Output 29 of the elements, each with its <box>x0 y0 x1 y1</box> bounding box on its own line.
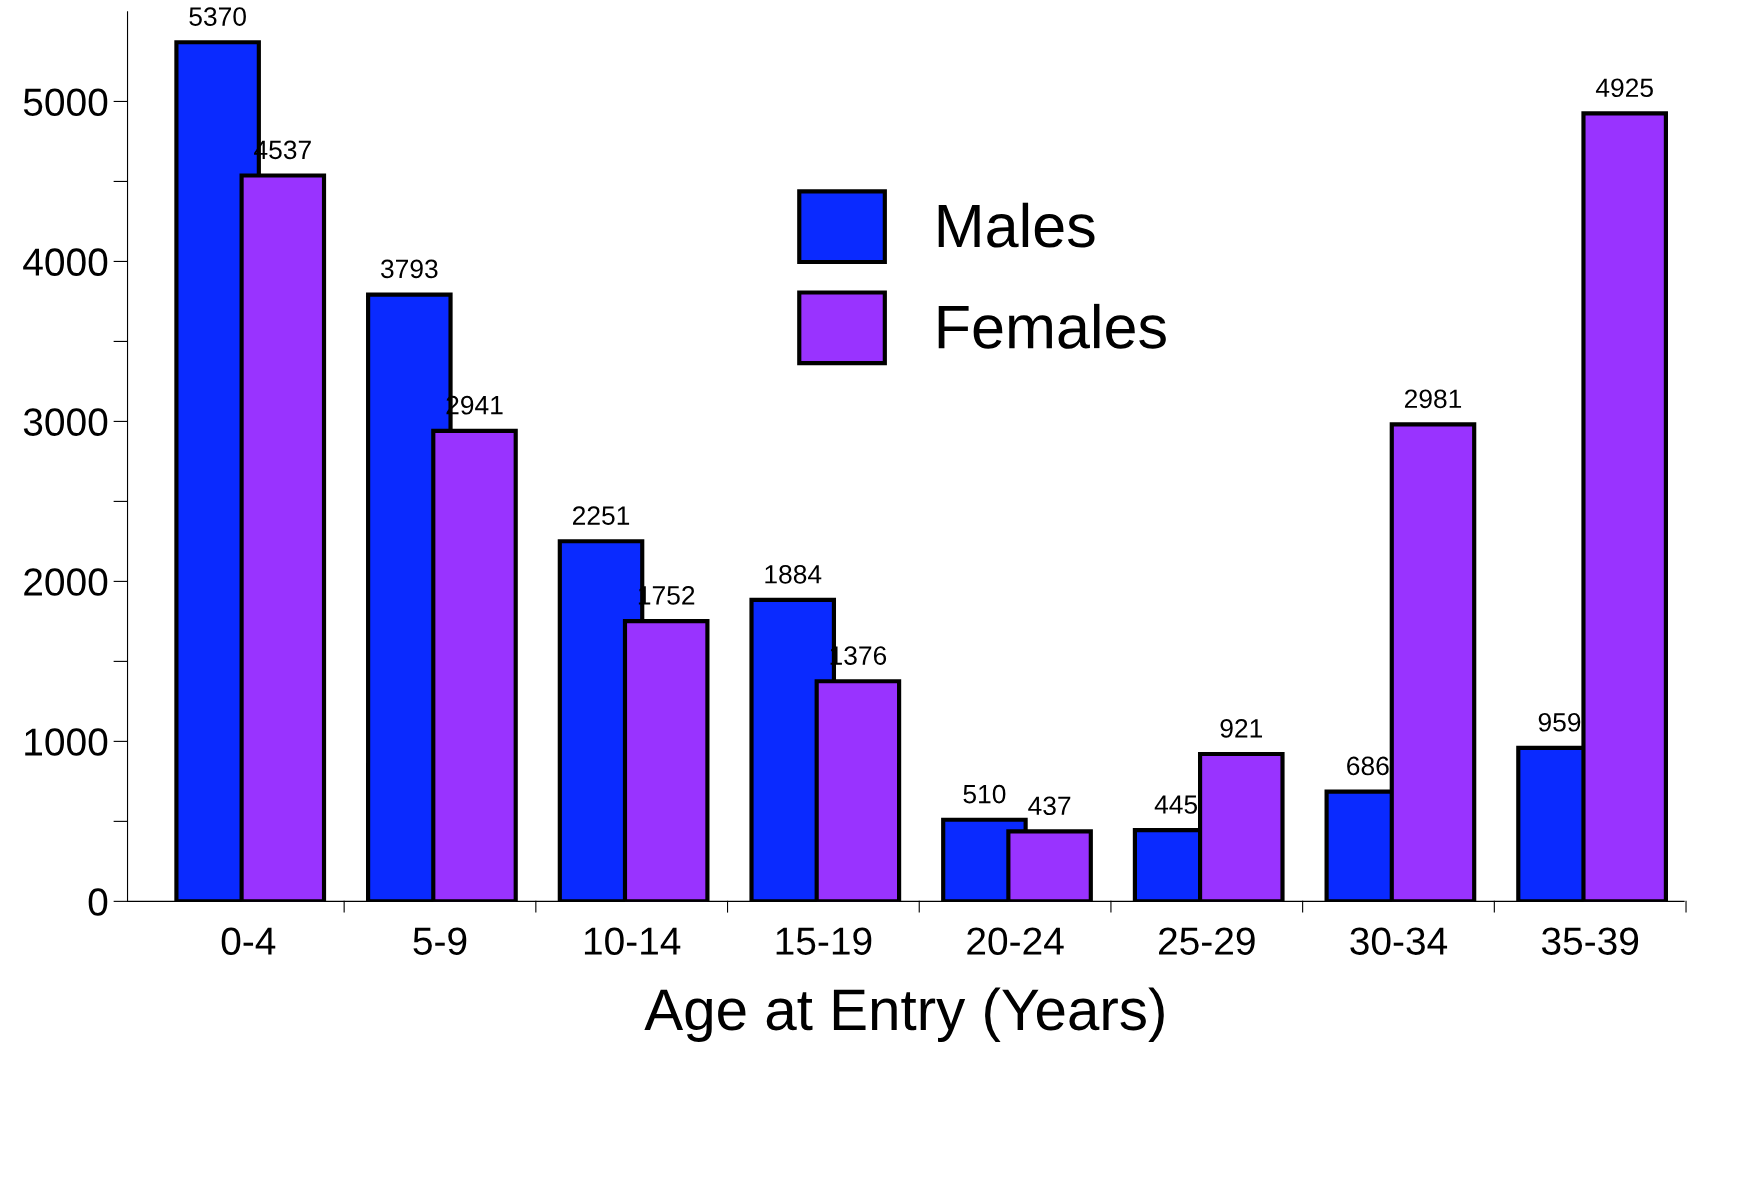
x-axis-title: Age at Entry (Years) <box>644 987 1164 1042</box>
data-label: 686 <box>1347 756 1389 776</box>
data-label: 959 <box>1538 712 1581 732</box>
x-tick-label: 10-14 <box>584 927 681 955</box>
data-label: 4925 <box>1595 78 1653 98</box>
data-label: 5370 <box>189 7 246 26</box>
legend-label: Females <box>938 303 1166 349</box>
x-tick-label: 25-29 <box>1159 927 1255 955</box>
x-tick-label: 0-4 <box>221 927 276 955</box>
x-tick-label: 30-34 <box>1350 927 1448 955</box>
x-tick-label: 5-9 <box>413 927 467 955</box>
y-tick-label: 0 <box>88 888 108 916</box>
y-tick-label: 4000 <box>23 248 108 276</box>
x-tick-label: 20-24 <box>967 927 1064 955</box>
data-label: 3793 <box>380 259 438 279</box>
data-label: 437 <box>1028 796 1071 816</box>
data-label: 1884 <box>765 564 822 584</box>
x-tick-label: 15-19 <box>776 927 872 955</box>
y-tick-label: 1000 <box>25 728 108 756</box>
y-tick-label: 5000 <box>23 88 108 116</box>
y-tick-label: 2000 <box>24 568 108 596</box>
x-tick-label: 35-39 <box>1541 927 1639 955</box>
data-label: 445 <box>1154 795 1198 814</box>
y-tick-label: 3000 <box>23 408 108 436</box>
data-label: 510 <box>963 784 1006 804</box>
legend-label: Males <box>938 202 1095 248</box>
data-label: 2981 <box>1404 389 1462 409</box>
data-label: 921 <box>1220 719 1263 738</box>
data-label: 2251 <box>573 506 630 525</box>
